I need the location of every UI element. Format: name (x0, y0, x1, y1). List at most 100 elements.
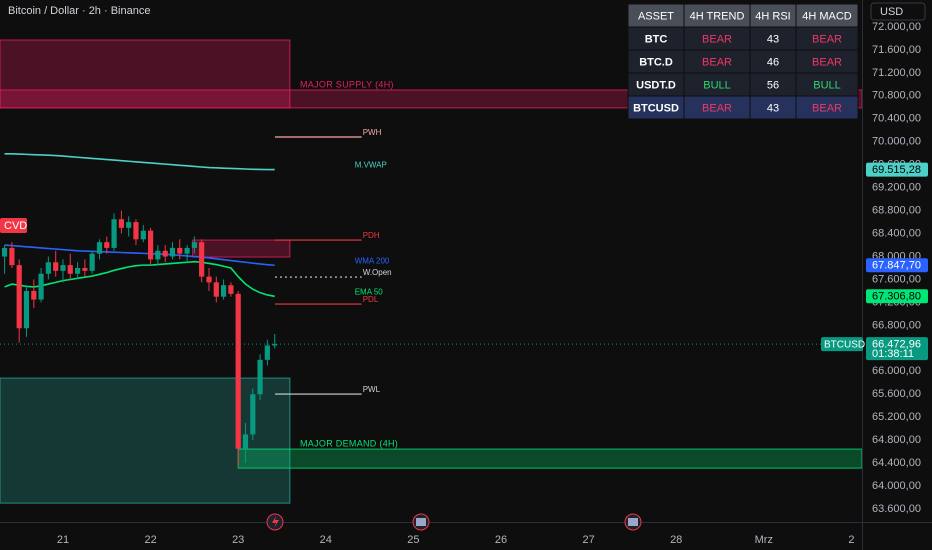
candle-body (118, 219, 125, 228)
candle-body (140, 230, 146, 240)
x-tick-label: 21 (57, 534, 69, 546)
y-tick-label: 71.600,00 (872, 44, 921, 56)
last-price-name-tag (821, 337, 863, 352)
table-header: 4H RSI (755, 10, 790, 22)
table-value: 46 (767, 56, 779, 68)
x-tick-label: 22 (144, 534, 156, 546)
price-tag (866, 289, 928, 304)
y-tick-label: 66.000,00 (872, 365, 921, 377)
candle-body (133, 222, 139, 240)
y-tick-label: 68.800,00 (872, 205, 921, 217)
candle-body (191, 242, 197, 248)
x-tick-label: 26 (495, 534, 507, 546)
candle-body (177, 247, 183, 254)
table-value: BEAR (812, 102, 842, 114)
y-tick-label: 63.600,00 (872, 503, 921, 515)
event-icons (266, 513, 642, 531)
candle-body (264, 345, 270, 360)
x-tick-label: 27 (582, 534, 594, 546)
table-value: 43 (767, 102, 779, 114)
x-tick-label: 28 (670, 534, 682, 546)
candle-body (53, 262, 59, 271)
x-tick-label: 24 (320, 534, 332, 546)
indicator-line (4, 260, 275, 298)
table-value: BTC.D (639, 56, 673, 68)
candle-body (184, 247, 190, 254)
table-cell (795, 95, 859, 120)
x-tick-label: 23 (232, 534, 244, 546)
last-price-label: 66.472,96 (872, 339, 921, 351)
flag (416, 518, 426, 526)
table-value: BEAR (812, 33, 842, 45)
level-label: PWL (363, 385, 381, 394)
candle-body (23, 290, 30, 329)
candle-body (60, 265, 66, 271)
x-tick-label: 2 (848, 534, 854, 546)
level-label: PWH (363, 128, 382, 137)
candle-body (272, 344, 278, 346)
table-value: BTC (645, 33, 668, 45)
candle-body (162, 250, 168, 257)
candle-body (104, 242, 110, 248)
candle-body (16, 265, 22, 329)
zone-label: MAJOR SUPPLY (4H) (300, 79, 394, 89)
table-value: BEAR (702, 56, 732, 68)
y-tick-label: 71.200,00 (872, 67, 921, 79)
currency-box[interactable] (870, 2, 926, 21)
y-tick-label: 69.200,00 (872, 182, 921, 194)
y-tick-label: 64.000,00 (872, 480, 921, 492)
table-value: 43 (767, 33, 779, 45)
candle-body (45, 262, 51, 274)
currency[interactable]: USD (880, 6, 903, 18)
table-value: BTCUSD (633, 102, 679, 114)
indicator-line (4, 244, 275, 267)
price-tag (866, 258, 928, 273)
candle-body (89, 253, 95, 271)
table-header: ASSET (638, 10, 674, 22)
plot-area: MAJOR SUPPLY (4H) MAJOR DEMAND (4H) PWH PDH… (0, 39, 863, 504)
y-tick-label: 72.000,00 (872, 21, 921, 33)
table-value: BEAR (702, 33, 732, 45)
y-tick-label: 70.400,00 (872, 113, 921, 125)
flag (628, 518, 638, 526)
last-price-tag (866, 337, 928, 361)
level-label: PDL (363, 295, 379, 304)
y-tick-label: 70.800,00 (872, 90, 921, 102)
y-tick-label: 64.400,00 (872, 457, 921, 469)
price-tag-label: 67.306,80 (872, 291, 921, 303)
candle-body (242, 434, 249, 449)
indicator-label: CVD (4, 220, 27, 232)
candle-body (126, 222, 132, 228)
candle-body (199, 242, 205, 277)
indicator-label: M.VWAP (355, 161, 387, 170)
candle-body (220, 285, 227, 297)
price-tag-label: 69.515,28 (872, 164, 921, 176)
indicator-label: WMA 200 (355, 256, 390, 265)
indicator-tag (0, 218, 27, 233)
candle-body (82, 268, 88, 271)
table-value: BULL (703, 79, 731, 91)
table-value: BEAR (812, 56, 842, 68)
y-tick-label: 67.600,00 (872, 273, 921, 285)
candle-body (169, 247, 176, 257)
price-tag-label: 67.847,70 (872, 260, 921, 272)
y-tick-label: 68.400,00 (872, 227, 921, 239)
y-tick-label: 64.800,00 (872, 434, 921, 446)
price-tag (866, 162, 928, 177)
x-tick-label: 25 (407, 534, 419, 546)
candle-body (67, 265, 73, 274)
level-label: W.Open (363, 268, 392, 277)
table-value: USDT.D (636, 79, 676, 91)
table-value: BEAR (702, 102, 732, 114)
lightning (272, 516, 279, 528)
candle-body (155, 250, 161, 260)
level-label: PDH (363, 231, 380, 240)
zone-label: MAJOR DEMAND (4H) (300, 438, 398, 448)
y-tick-label: 65.200,00 (872, 411, 921, 423)
candle-body (96, 242, 103, 254)
indicator-label: EMA 50 (355, 287, 384, 296)
x-tick-label: Mrz (755, 534, 773, 546)
table-value: 56 (767, 79, 779, 91)
candle-body (206, 276, 212, 283)
